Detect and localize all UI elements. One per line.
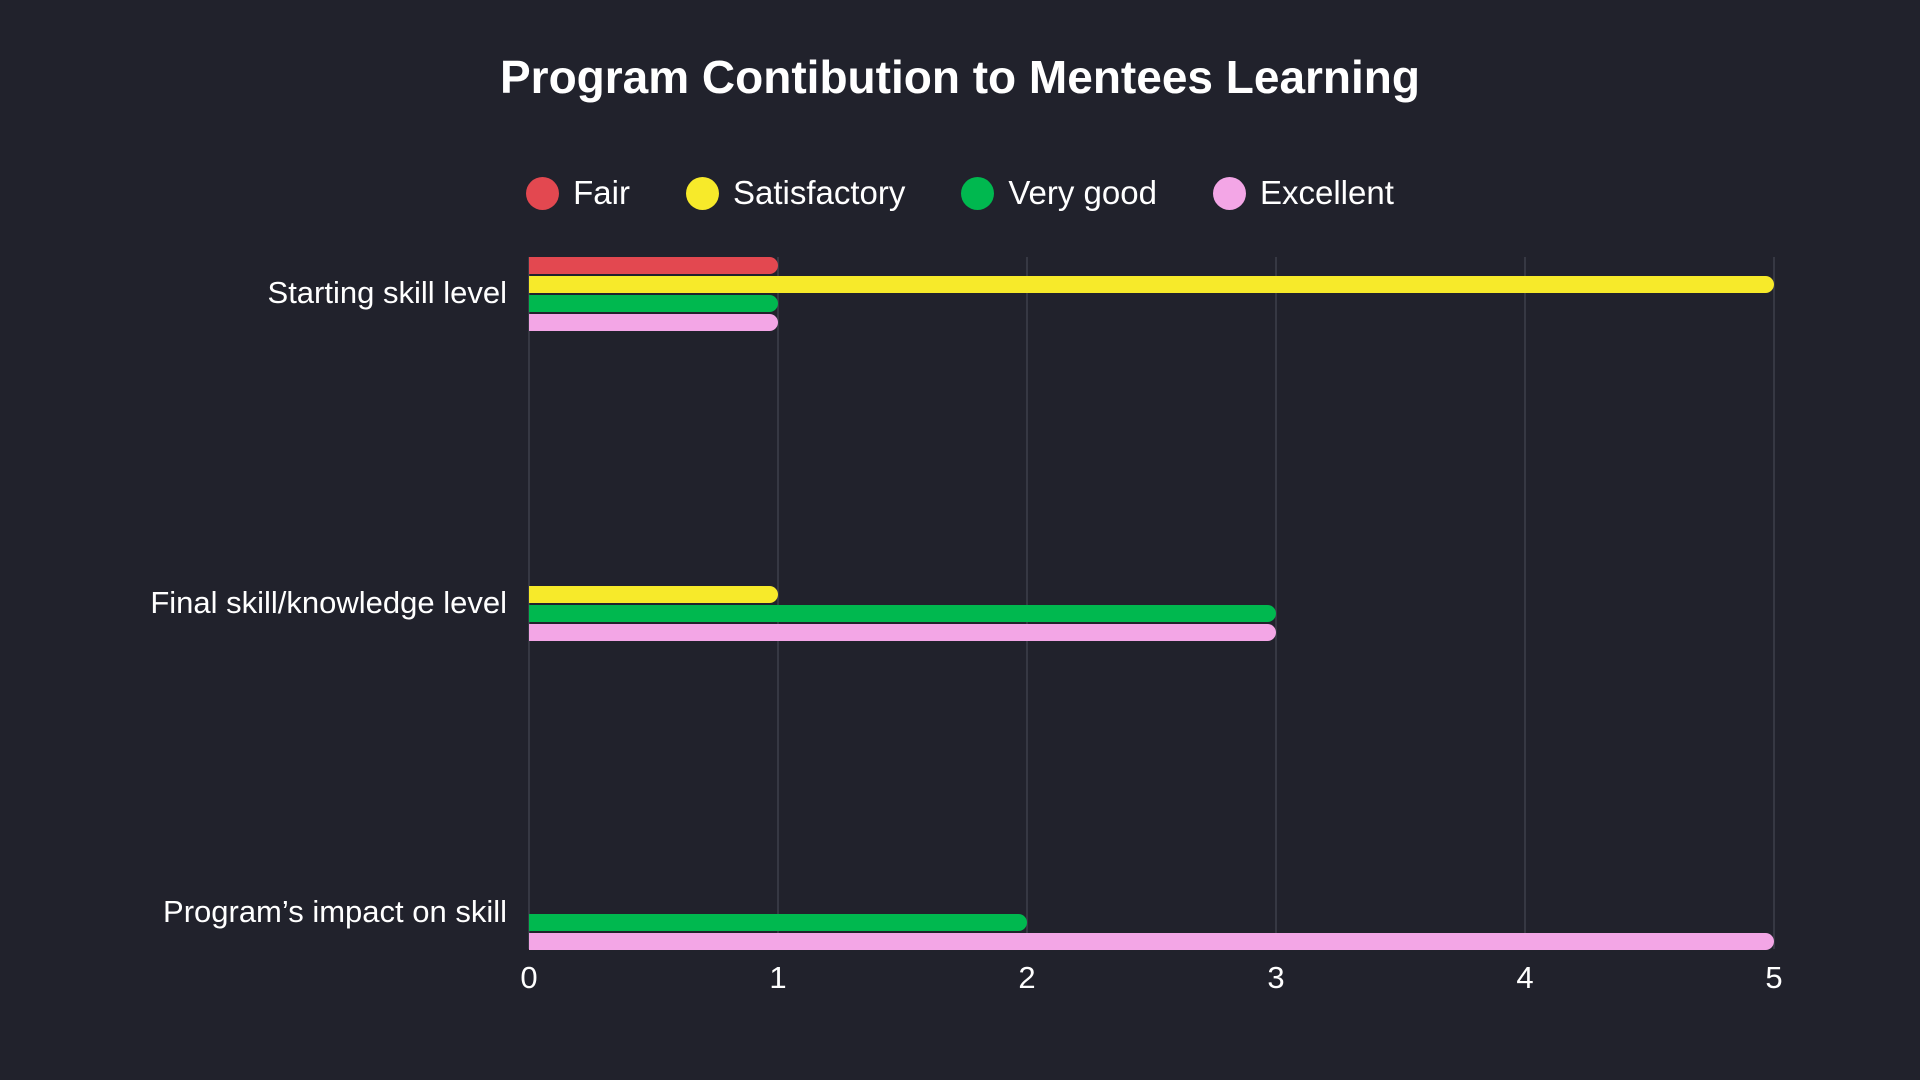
legend-marker [961,176,995,210]
legend-marker [526,176,560,210]
legend-marker [1212,176,1246,210]
bar-very-good [529,605,1276,622]
x-tick-label: 4 [1516,960,1533,995]
bar-satisfactory [529,276,1774,293]
legend: Fair Satisfactory Very good Excellent [0,174,1920,212]
bar-very-good [529,914,1027,931]
x-tick-label: 3 [1267,960,1284,995]
legend-item-satisfactory: Satisfactory [685,174,906,212]
legend-item-excellent: Excellent [1212,174,1394,212]
legend-marker [685,176,719,210]
category-label: Program’s impact on skill [163,894,507,929]
x-tick-label: 0 [520,960,537,995]
bar-very-good [529,295,778,312]
legend-label: Satisfactory [732,174,906,211]
x-tick-label: 2 [1018,960,1035,995]
bar-excellent [529,933,1774,950]
bar-fair [529,257,778,274]
legend-item-fair: Fair [526,174,630,212]
legend-label: Excellent [1259,174,1394,211]
legend-label: Very good [1008,174,1157,211]
bar-excellent [529,624,1276,641]
x-tick-label: 5 [1765,960,1782,995]
category-label: Starting skill level [268,275,507,310]
category-label: Final skill/knowledge level [150,585,507,620]
chart-title: Program Contibution to Mentees Learning [499,51,1421,103]
bar-excellent [529,314,778,331]
legend-item-very-good: Very good [961,174,1157,212]
legend-label: Fair [573,174,630,211]
x-tick-label: 1 [769,960,786,995]
bar-satisfactory [529,586,778,603]
